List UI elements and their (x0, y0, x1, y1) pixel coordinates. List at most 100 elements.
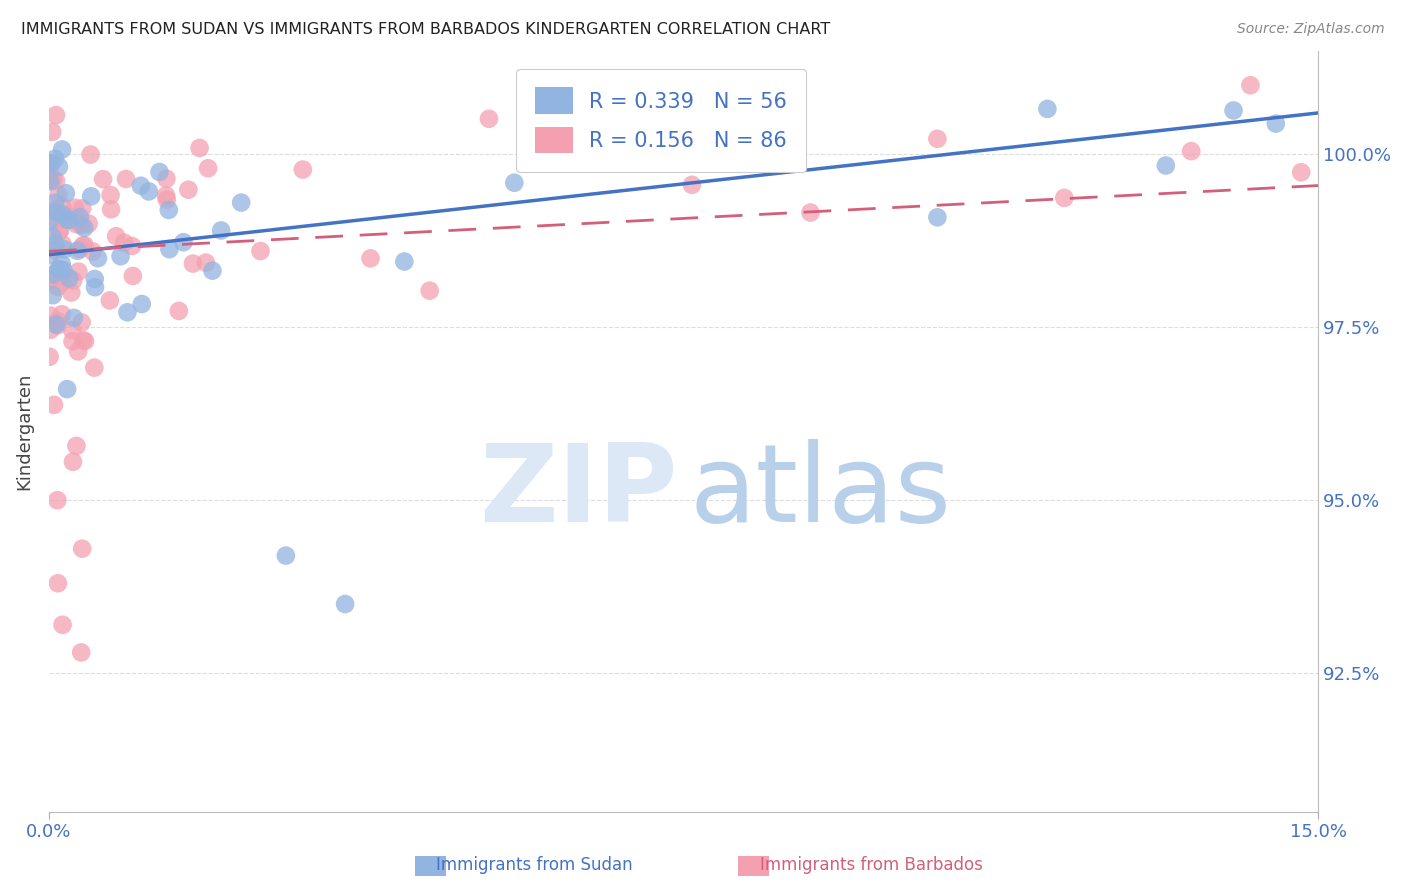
Point (52, 237, 75, 252)
Text: Immigrants from Barbados: Immigrants from Barbados (761, 856, 983, 874)
Point (83, 360, 105, 375)
Point (100, 202, 122, 217)
Point (38, 273, 60, 287)
Point (46, 314, 69, 328)
Point (117, 305, 139, 319)
Point (1289, 165, 1312, 179)
Point (39, 174, 62, 188)
Point (131, 297, 153, 311)
Point (122, 268, 145, 283)
Point (231, 195, 253, 210)
Point (39, 309, 62, 323)
Point (73, 334, 96, 348)
Point (41, 125, 63, 139)
Point (148, 165, 170, 179)
Point (38, 156, 60, 170)
Point (48, 225, 70, 239)
Point (51, 276, 73, 290)
Point (478, 112, 501, 126)
Point (46, 280, 69, 294)
Point (44, 236, 66, 251)
Point (1053, 191, 1076, 205)
Point (98, 293, 121, 308)
Point (56, 209, 79, 223)
Point (67, 344, 90, 359)
Point (112, 235, 135, 250)
Point (82, 244, 104, 259)
Point (48, 160, 70, 174)
Point (49, 223, 72, 237)
Point (77, 217, 100, 231)
Point (41, 229, 63, 244)
Point (157, 202, 180, 217)
Point (73, 220, 96, 235)
Point (927, 211, 949, 225)
Point (70, 541, 93, 556)
Point (39, 169, 62, 184)
Point (44, 212, 66, 227)
Point (56, 212, 79, 227)
Text: Source: ZipAtlas.com: Source: ZipAtlas.com (1237, 22, 1385, 37)
Point (73, 238, 96, 252)
Point (115, 172, 138, 186)
Point (45, 108, 67, 122)
Point (39, 323, 62, 337)
Point (1180, 144, 1202, 158)
Point (1154, 159, 1177, 173)
Point (62, 455, 84, 469)
Point (194, 255, 217, 269)
Point (731, 112, 754, 127)
Point (79, 147, 101, 161)
Point (647, 125, 669, 139)
Point (291, 162, 314, 177)
Point (53, 212, 76, 227)
Point (69, 242, 91, 256)
Point (105, 229, 128, 244)
Y-axis label: Kindergarten: Kindergarten (15, 372, 32, 490)
Point (41, 156, 63, 170)
Point (360, 252, 382, 266)
Point (42, 173, 65, 187)
Point (67, 215, 90, 229)
Point (44, 152, 66, 166)
Point (100, 188, 122, 202)
Point (48, 262, 70, 277)
Point (173, 235, 195, 250)
Point (1239, 78, 1261, 93)
Point (70, 315, 93, 329)
Point (138, 185, 160, 199)
Point (46, 493, 69, 508)
Point (419, 284, 441, 298)
Point (45, 202, 67, 217)
Point (70, 645, 93, 659)
Point (51, 199, 73, 213)
Point (681, 178, 703, 192)
Point (197, 161, 219, 176)
Point (188, 141, 211, 155)
Point (38, 350, 60, 364)
Point (91, 172, 114, 186)
Point (121, 239, 143, 253)
Point (45, 174, 67, 188)
Point (155, 188, 177, 202)
Point (209, 223, 232, 237)
Point (42, 268, 65, 282)
Point (110, 249, 132, 263)
Point (129, 178, 152, 193)
Point (52, 263, 75, 277)
Text: atlas: atlas (690, 439, 952, 545)
Point (83, 272, 105, 286)
Point (66, 244, 89, 258)
Point (49, 262, 72, 277)
Point (70, 219, 93, 233)
Point (65, 217, 87, 231)
Point (157, 242, 180, 256)
Point (55, 186, 77, 201)
Text: ZIP: ZIP (478, 439, 678, 545)
Point (274, 549, 297, 563)
Point (46, 576, 69, 591)
Point (51, 257, 73, 271)
Point (181, 256, 204, 270)
Point (156, 193, 179, 207)
Point (52, 208, 75, 222)
